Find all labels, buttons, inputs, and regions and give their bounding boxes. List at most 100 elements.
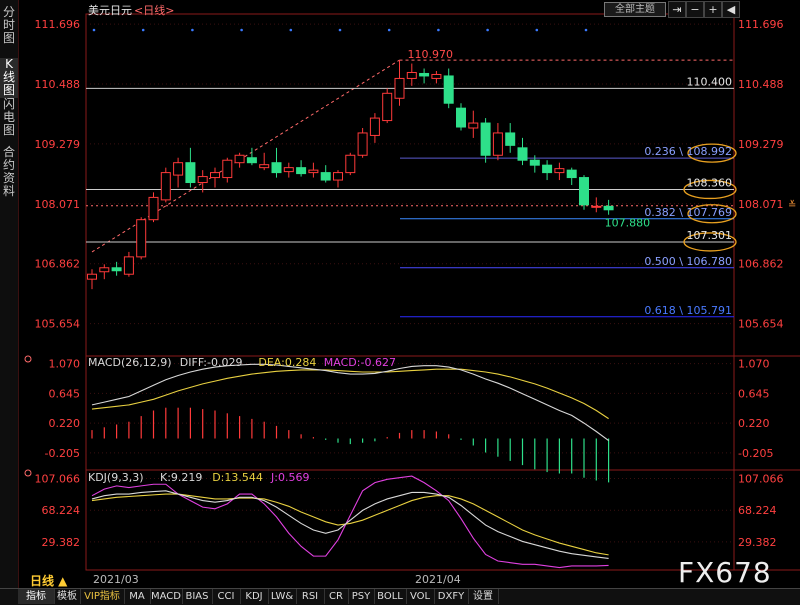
candle-body: [234, 154, 245, 164]
candle-body: [87, 273, 97, 280]
macd-legend-label: DIFF:-0.029: [180, 356, 243, 369]
kdj-legend-label: K:9.219: [160, 471, 202, 484]
sidebar-tab-kline[interactable]: K线图: [0, 58, 18, 98]
macd-axis-left-label: 0.645: [49, 387, 81, 400]
macd-axis-left-label: -0.205: [45, 447, 80, 460]
candle-body: [136, 219, 147, 258]
candle-body: [369, 117, 380, 136]
event-marker-dot: [338, 28, 342, 32]
candle-body: [160, 172, 171, 201]
macd-legend-label: DEA:0.284: [258, 356, 316, 369]
date-label-march: 2021/03: [93, 573, 139, 586]
price-axis-left-label: 109.279: [35, 138, 81, 151]
macd-legend-label: MACD(26,12,9): [88, 356, 172, 369]
chart-frame: [24, 13, 800, 571]
horizontal-level-label: 110.400: [687, 75, 733, 88]
event-marker-dot: [437, 28, 440, 32]
indicator-tab-15[interactable]: 设置: [468, 589, 499, 604]
left-sidebar: 分时图 K线图 闪电图 合约资料: [0, 0, 19, 590]
fib-highlight-circle: [687, 143, 737, 163]
kdj-axis-right-label: 107.066: [738, 472, 784, 485]
high-price-label: 110.970: [408, 48, 454, 61]
candle-body: [579, 177, 589, 206]
horizontal-level-label: 107.301: [687, 229, 733, 242]
indicator-tab-11[interactable]: PSY: [348, 589, 375, 604]
candle-body: [271, 162, 282, 174]
candle-body: [185, 162, 196, 184]
indicator-tab-2[interactable]: VIP指标: [80, 589, 125, 604]
fib-level-label: 0.382 \ 107.769: [644, 206, 732, 219]
symbol-title: 美元日元: [88, 4, 132, 17]
candle-body: [456, 107, 466, 128]
level-highlight-circle: [683, 179, 737, 200]
indicator-tab-0[interactable]: 指标: [18, 589, 55, 604]
candle-body: [480, 122, 491, 156]
indicator-tab-13[interactable]: VOL: [406, 589, 435, 604]
chart-nav-button[interactable]: ⇥: [668, 1, 686, 18]
indicator-tab-4[interactable]: MACD: [150, 589, 183, 604]
candle-body: [173, 162, 184, 176]
kdj-axis-right-label: 68.224: [738, 504, 777, 517]
indicator-tab-14[interactable]: DXFY: [434, 589, 469, 604]
indicator-tab-7[interactable]: KDJ: [240, 589, 269, 604]
candle-body: [566, 169, 577, 179]
fib-highlight-circle: [687, 204, 737, 224]
candle-body: [443, 75, 454, 104]
candle-body: [357, 132, 368, 156]
candle-body: [505, 132, 516, 146]
candle-body: [296, 167, 307, 175]
current-price-tag-icon: ≚: [788, 199, 796, 211]
indicator-tab-10[interactable]: CR: [324, 589, 349, 604]
kdj-j-line: [91, 475, 609, 569]
event-marker-dot: [191, 28, 194, 32]
kdj-axis-left-label: 68.224: [42, 504, 81, 517]
indicator-tab-3[interactable]: MA: [124, 589, 151, 604]
scroll-left-button[interactable]: ◀: [722, 1, 740, 18]
period-title: <日线>: [134, 4, 175, 17]
date-label-april: 2021/04: [415, 573, 461, 586]
horizontal-level-label: 108.360: [687, 176, 733, 189]
kdj-legend-label: J:0.569: [270, 471, 309, 484]
indicator-tab-8[interactable]: LW&: [268, 589, 297, 604]
indicator-tab-12[interactable]: BOLL: [374, 589, 407, 604]
kdj-axis-left-label: 107.066: [35, 472, 81, 485]
candle-body: [529, 159, 540, 166]
candle-body: [123, 256, 134, 275]
indicator-tab-1[interactable]: 模板: [54, 589, 81, 604]
zoom-out-button[interactable]: −: [686, 1, 704, 18]
candle-body: [222, 159, 233, 179]
macd-dea-line: [91, 368, 609, 420]
candle-body: [308, 169, 319, 174]
indicator-tab-5[interactable]: BIAS: [182, 589, 213, 604]
macd-legend-label: MACD:-0.627: [324, 356, 396, 369]
candle-body: [333, 172, 343, 181]
candle-body: [320, 172, 331, 181]
indicator-tab-9[interactable]: RSI: [296, 589, 325, 604]
zoom-in-button[interactable]: +: [704, 1, 722, 18]
event-marker-dot: [289, 28, 293, 32]
macd-dif-line: [91, 363, 609, 441]
candle-body: [111, 267, 122, 272]
candle-body: [603, 205, 614, 211]
fib-level-label: 0.618 \ 105.791: [644, 304, 732, 317]
kdj-legend-label: D:13.544: [212, 471, 263, 484]
price-panel-border: [85, 13, 735, 357]
event-marker-dot: [92, 28, 96, 32]
candle-body: [246, 157, 257, 164]
candle-body: [210, 172, 220, 179]
period-selector[interactable]: 日线 ▲: [30, 574, 68, 588]
price-axis-left-label: 105.654: [35, 318, 81, 331]
price-axis-right-label: 109.279: [738, 138, 784, 151]
indicator-tab-6[interactable]: CCI: [212, 589, 241, 604]
candle-body: [99, 267, 110, 273]
sidebar-tab-contract-info[interactable]: 合约资料: [2, 145, 15, 198]
candle-body: [148, 196, 159, 221]
candle-body: [554, 168, 565, 174]
candle-body: [542, 164, 553, 174]
price-axis-right-label: 111.696: [738, 18, 784, 31]
sidebar-tab-flash[interactable]: 闪电图: [2, 97, 15, 137]
sidebar-tab-timeshare[interactable]: 分时图: [2, 5, 15, 45]
price-axis-right-label: 106.862: [738, 258, 784, 271]
theme-button[interactable]: 全部主题: [604, 2, 666, 17]
